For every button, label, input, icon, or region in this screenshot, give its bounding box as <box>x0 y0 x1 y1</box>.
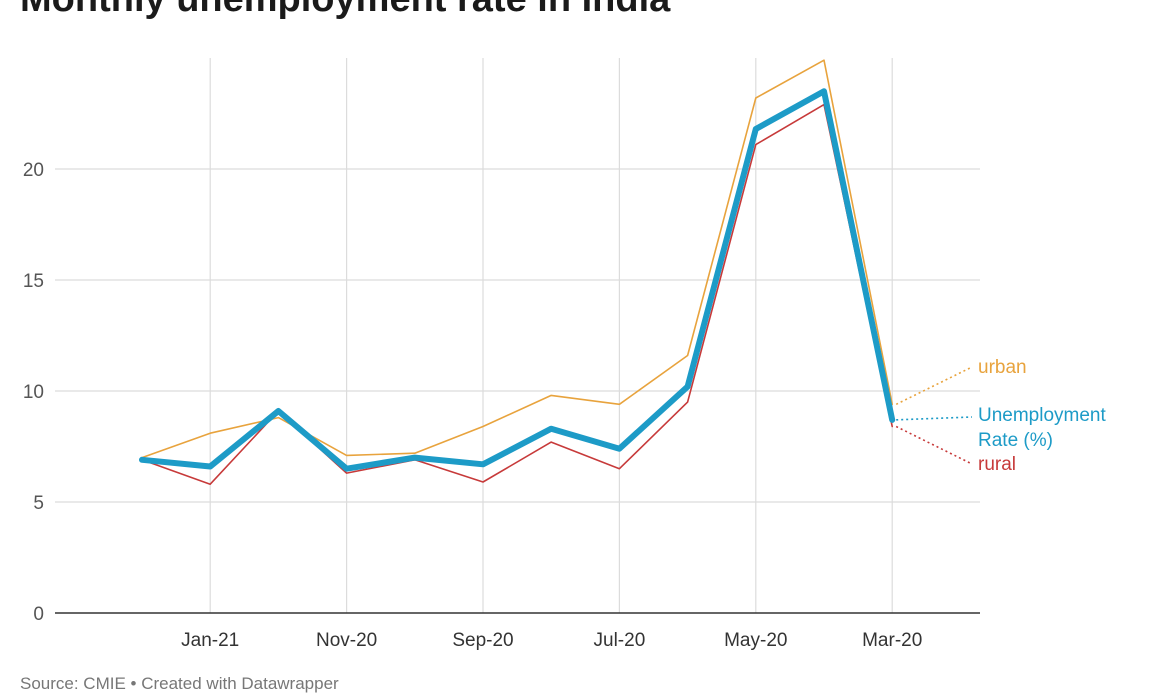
x-tick-label: Nov-20 <box>316 630 377 651</box>
series-line-total <box>139 88 896 472</box>
series-label-total: Unemployment <box>978 405 1106 426</box>
chart-title: Monthly unemployment rate in India <box>20 0 670 21</box>
y-tick-label: 5 <box>33 493 44 514</box>
x-tick-label: Mar-20 <box>862 630 922 651</box>
y-tick-label: 0 <box>33 604 44 625</box>
x-tick-label: May-20 <box>724 630 787 651</box>
x-tick-label: Jul-20 <box>594 630 646 651</box>
series-line-urban <box>141 59 894 459</box>
series-label-urban: urban <box>978 357 1027 378</box>
x-tick-label: Sep-20 <box>452 630 513 651</box>
y-tick-label: 10 <box>23 382 44 403</box>
label-leader-total <box>896 416 973 421</box>
y-tick-label: 15 <box>23 271 44 292</box>
x-tick-label: Jan-21 <box>181 630 239 651</box>
y-tick-label: 20 <box>23 160 44 181</box>
source-note: Source: CMIE • Created with Datawrapper <box>20 674 339 693</box>
series-label-rural: rural <box>978 454 1016 475</box>
label-leader-rural <box>895 425 973 465</box>
series-label-total: Rate (%) <box>978 430 1053 451</box>
label-leader-urban <box>895 366 973 406</box>
